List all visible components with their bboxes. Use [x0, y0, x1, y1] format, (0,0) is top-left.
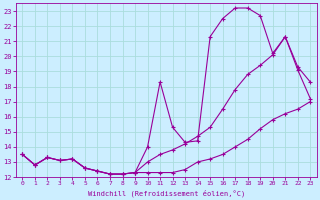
X-axis label: Windchill (Refroidissement éolien,°C): Windchill (Refroidissement éolien,°C)	[88, 189, 245, 197]
